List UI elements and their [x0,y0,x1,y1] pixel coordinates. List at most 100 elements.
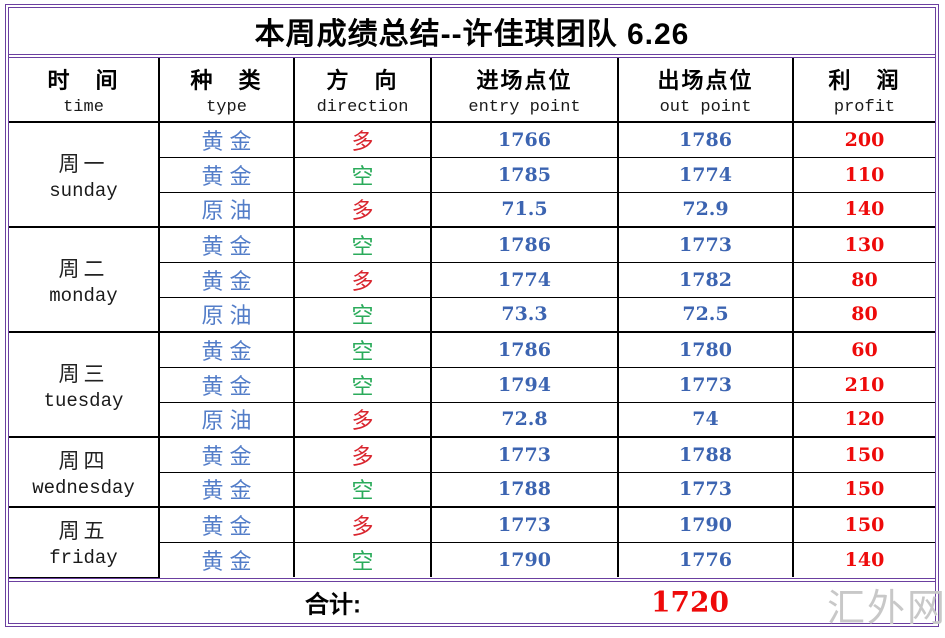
header-out-zh: 出场点位 [657,67,754,93]
profit-cell: 120 [792,401,935,438]
entry-point-cell: 1785 [430,156,619,193]
day-en: monday [49,284,118,307]
out-point-cell: 1776 [617,541,794,577]
profit-cell: 130 [792,226,935,263]
day-en: friday [49,547,118,570]
header-profit-zh: 利 润 [828,67,901,93]
table-row: 周一 sunday 黄金 多 1766 1786 200 [9,121,935,228]
day-en: wednesday [32,477,135,499]
day-zh: 周四 [58,449,109,473]
direction-cell: 空 [293,366,432,403]
header-time-zh: 时 间 [47,67,120,93]
header-row: 时 间 time 种 类 type 方 向 direction 进场点位 ent… [9,58,935,123]
type-cell: 黄金 [158,366,295,403]
entry-point-cell: 1766 [430,121,619,158]
out-point-cell: 1773 [617,226,794,263]
header-out-point: 出场点位 out point [617,58,794,123]
entry-point-cell: 73.3 [430,296,619,333]
day-cell-thursday-group: 周四 wednesday [9,436,160,508]
direction-cell: 空 [293,471,432,508]
table-frame: 本周成绩总结--许佳琪团队 6.26 时 间 time 种 类 type 方 向… [5,4,939,627]
profit-cell: 140 [792,541,935,577]
profit-cell: 60 [792,331,935,368]
header-time: 时 间 time [9,58,160,123]
entry-point-cell: 71.5 [430,191,619,228]
header-entry-en: entry point [468,97,581,117]
watermark-text: 汇外网 [826,588,945,630]
direction-cell: 多 [293,191,432,228]
header-time-en: time [63,97,104,117]
table-row: 黄金 空 1785 1774 110 [9,156,935,193]
out-point-cell: 1788 [617,436,794,473]
out-point-cell: 1782 [617,261,794,298]
type-cell: 黄金 [158,331,295,368]
header-type: 种 类 type [158,58,295,123]
title-bar: 本周成绩总结--许佳琪团队 6.26 [9,8,935,58]
profit-cell: 80 [792,261,935,298]
total-label: 合计: [305,591,361,619]
header-type-en: type [206,97,247,117]
table-row: 黄金 空 1794 1773 210 [9,366,935,403]
total-row: 合计: 1720 [9,577,935,624]
entry-point-cell: 1773 [430,506,619,543]
out-point-cell: 1773 [617,366,794,403]
profit-cell: 110 [792,156,935,193]
direction-cell: 多 [293,436,432,473]
day-zh: 周五 [58,519,109,544]
entry-point-cell: 1788 [430,471,619,508]
day-cell-tuesday-group: 周二 monday [9,226,160,333]
out-point-cell: 1786 [617,121,794,158]
out-point-cell: 1774 [617,156,794,193]
direction-cell: 空 [293,541,432,577]
profit-cell: 200 [792,121,935,158]
type-cell: 黄金 [158,156,295,193]
direction-cell: 多 [293,401,432,438]
type-cell: 原油 [158,401,295,438]
header-direction-en: direction [316,97,409,117]
day-cell-friday-group: 周五 friday [9,506,160,578]
results-table: 时 间 time 种 类 type 方 向 direction 进场点位 ent… [9,58,935,578]
entry-point-cell: 72.8 [430,401,619,438]
entry-point-cell: 1786 [430,331,619,368]
day-cell-monday-group: 周一 sunday [9,121,160,228]
table-row: 周二 monday 黄金 空 1786 1773 130 [9,226,935,333]
type-cell: 黄金 [158,541,295,577]
type-cell: 黄金 [158,436,295,473]
type-cell: 黄金 [158,226,295,263]
table-row: 周三 tuesday 黄金 空 1786 1780 60 [9,331,935,438]
direction-cell: 空 [293,226,432,263]
entry-point-cell: 1773 [430,436,619,473]
direction-cell: 空 [293,156,432,193]
entry-point-cell: 1774 [430,261,619,298]
direction-cell: 空 [293,331,432,368]
profit-cell: 210 [792,366,935,403]
direction-cell: 多 [293,261,432,298]
out-point-cell: 72.5 [617,296,794,333]
header-type-zh: 种 类 [190,67,263,93]
out-point-cell: 74 [617,401,794,438]
table-row: 周四 wednesday 黄金 多 1773 1788 150 [9,436,935,508]
table-row: 周五 friday 黄金 多 1773 1790 150 [9,506,935,578]
header-entry-point: 进场点位 entry point [430,58,619,123]
table-row: 原油 多 71.5 72.9 140 [9,191,935,228]
entry-point-cell: 1790 [430,541,619,577]
profit-cell: 150 [792,506,935,543]
table-row: 黄金 空 1788 1773 150 [9,471,935,508]
entry-point-cell: 1786 [430,226,619,263]
table-row: 黄金 多 1774 1782 80 [9,261,935,298]
day-en: sunday [49,179,118,202]
profit-cell: 140 [792,191,935,228]
day-zh: 周一 [58,151,109,176]
type-cell: 原油 [158,296,295,333]
header-direction: 方 向 direction [293,58,432,123]
day-en: tuesday [43,389,124,412]
profit-cell: 150 [792,471,935,508]
type-cell: 黄金 [158,471,295,508]
day-zh: 周二 [58,256,109,281]
type-cell: 黄金 [158,121,295,158]
type-cell: 黄金 [158,261,295,298]
out-point-cell: 1790 [617,506,794,543]
day-cell-wednesday-group: 周三 tuesday [9,331,160,438]
header-profit: 利 润 profit [792,58,935,123]
